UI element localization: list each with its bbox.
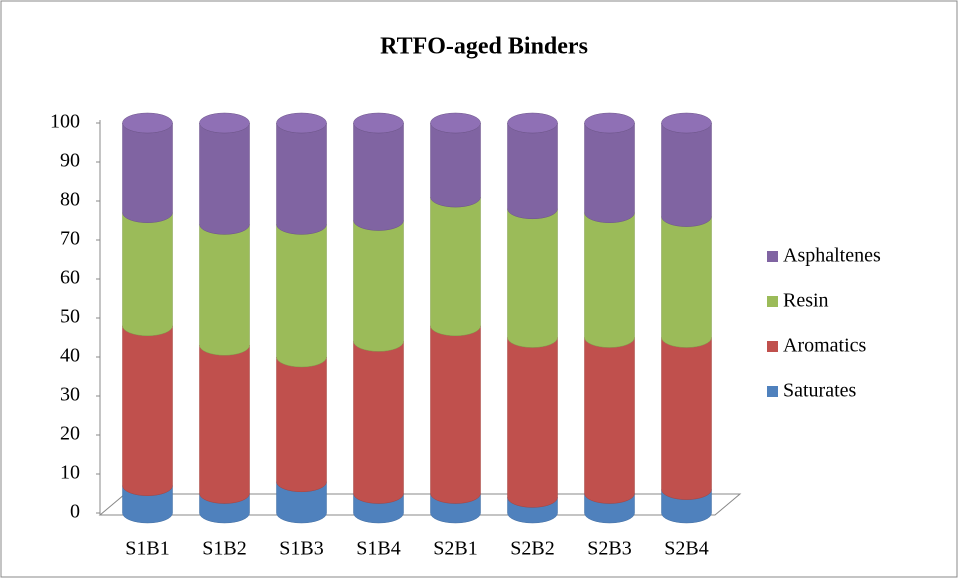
cylinder-segment <box>276 224 327 368</box>
cylinder-segment <box>430 197 481 337</box>
cylinder-segment <box>661 337 712 500</box>
cylinder-segment <box>199 224 250 356</box>
cylinder-segment <box>507 122 558 220</box>
legend-swatch <box>767 251 778 262</box>
cylinder-segment <box>353 122 404 231</box>
cylinder-segment <box>353 341 404 504</box>
x-tick-label: S2B3 <box>587 538 631 560</box>
cylinder-segment <box>276 122 327 235</box>
cylinder-top <box>353 112 404 134</box>
legend-label: Aromatics <box>783 335 867 357</box>
cylinder-segment <box>661 122 712 227</box>
legend-label: Saturates <box>783 380 857 402</box>
cylinder-top <box>584 112 635 134</box>
y-tick-label: 50 <box>60 306 80 328</box>
cylinder-top <box>430 112 481 134</box>
cylinder-top <box>661 112 712 134</box>
x-tick-label: S1B3 <box>279 538 323 560</box>
y-tick-label: 0 <box>70 501 80 523</box>
cylinder-segment <box>199 122 250 235</box>
x-tick-label: S1B2 <box>202 538 246 560</box>
legend-label: Resin <box>783 290 829 312</box>
y-tick-label: 10 <box>60 462 80 484</box>
cylinder-segment <box>276 356 327 493</box>
cylinder-segment <box>353 220 404 352</box>
cylinder-top <box>199 112 250 134</box>
chart-title: RTFO-aged Binders <box>380 34 588 60</box>
floor <box>98 493 742 516</box>
cylinder-segment <box>122 212 173 337</box>
y-tick-label: 100 <box>50 111 80 133</box>
y-tick-label: 70 <box>60 228 80 250</box>
cylinder-segment <box>122 122 173 223</box>
y-tick-label: 30 <box>60 384 80 406</box>
cylinder-segment <box>507 337 558 508</box>
y-tick-label: 20 <box>60 423 80 445</box>
legend-swatch <box>767 341 778 352</box>
cylinder-segment <box>584 337 635 504</box>
cylinder-segment <box>122 325 173 496</box>
x-tick-label: S2B4 <box>664 538 708 560</box>
cylinder-segment <box>584 122 635 223</box>
cylinder-top <box>507 112 558 134</box>
x-tick-label: S2B1 <box>433 538 477 560</box>
x-tick-label: S1B4 <box>356 538 400 560</box>
y-tick-label: 90 <box>60 150 80 172</box>
y-tick-label: 80 <box>60 189 80 211</box>
cylinder-segment <box>199 345 250 504</box>
cylinder-segment <box>430 325 481 504</box>
cylinder-top <box>122 112 173 134</box>
legend-swatch <box>767 386 778 397</box>
y-tick-label: 60 <box>60 267 80 289</box>
legend-swatch <box>767 296 778 307</box>
cylinder-segment <box>584 212 635 348</box>
x-tick-label: S1B1 <box>125 538 169 560</box>
cylinder-segment <box>661 216 712 348</box>
legend-label: Asphaltenes <box>783 245 881 267</box>
cylinder-segment <box>430 122 481 208</box>
cylinder-top <box>276 112 327 134</box>
cylinder-segment <box>507 208 558 348</box>
y-tick-label: 40 <box>60 345 80 367</box>
x-tick-label: S2B2 <box>510 538 554 560</box>
